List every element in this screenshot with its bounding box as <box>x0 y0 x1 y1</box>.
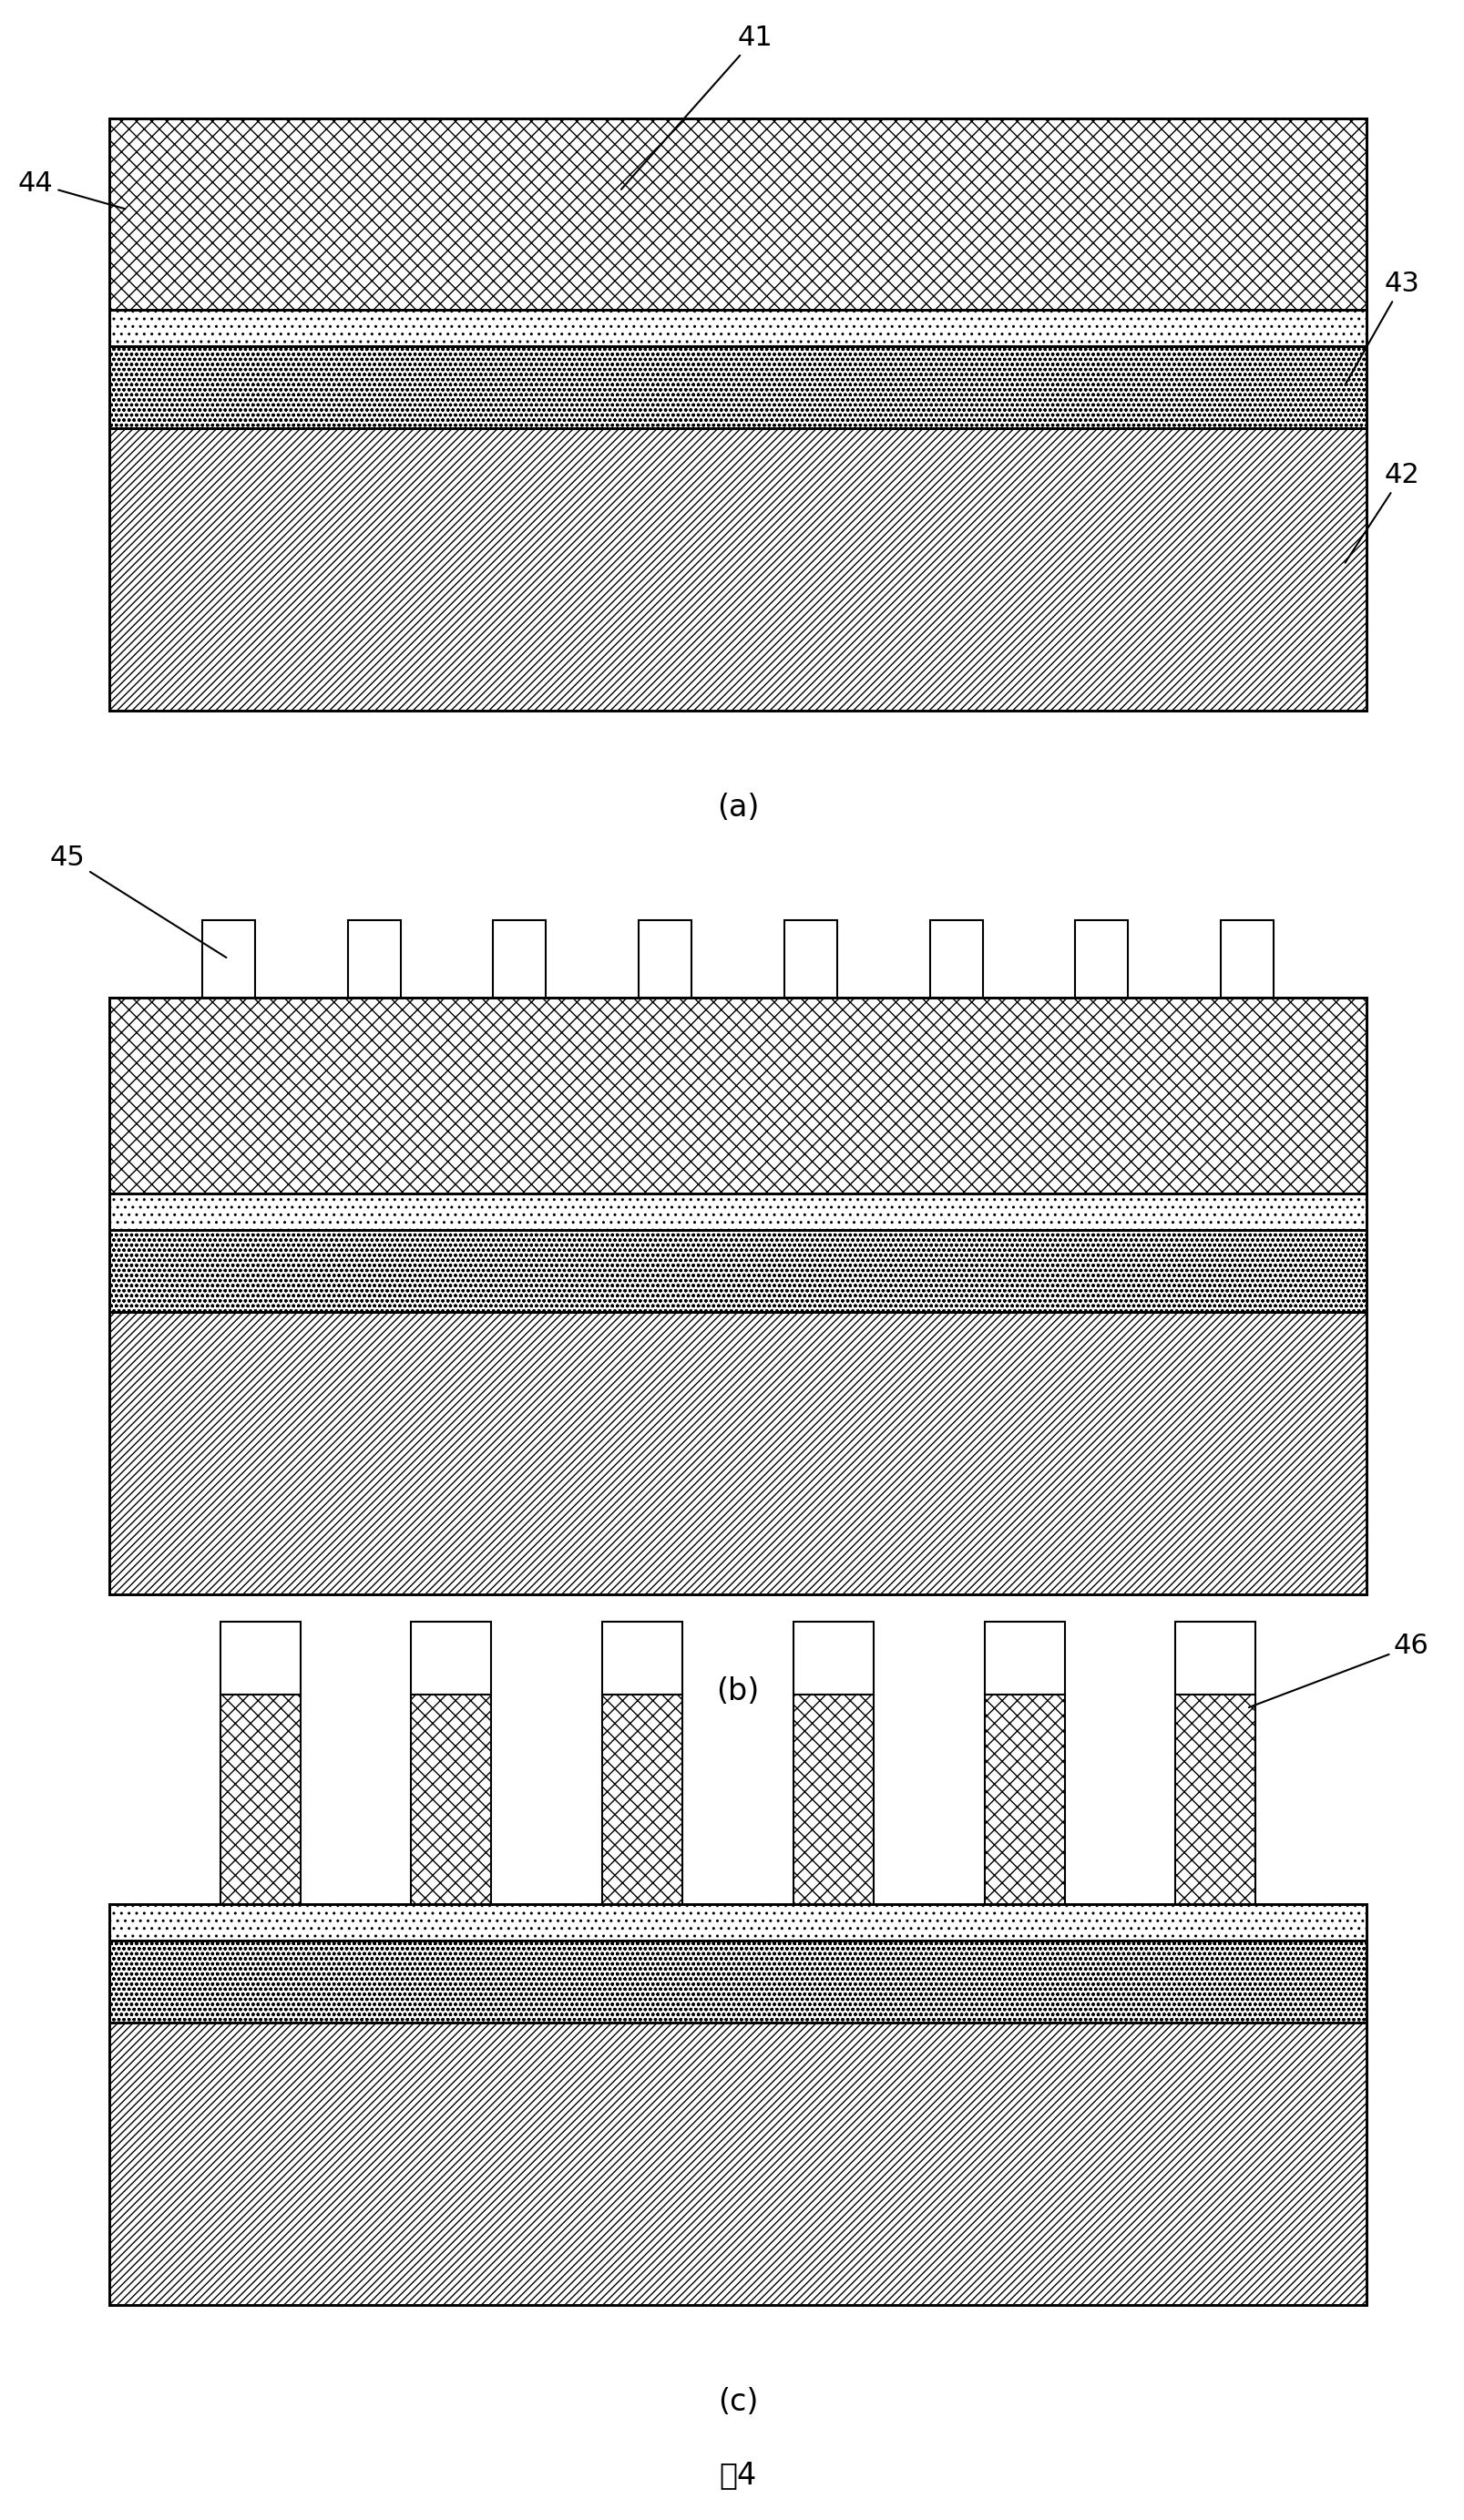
Bar <box>411 1693 490 1905</box>
Text: (a): (a) <box>716 794 758 822</box>
Bar <box>1174 1693 1255 1905</box>
Bar <box>110 1940 1366 2024</box>
Bar <box>793 1693 873 1905</box>
Bar <box>110 345 1366 428</box>
Bar <box>347 920 400 998</box>
Bar <box>783 920 836 998</box>
Text: (b): (b) <box>716 1676 758 1706</box>
Bar <box>110 1230 1366 1313</box>
Bar <box>638 920 691 998</box>
Bar <box>793 1623 873 1693</box>
Bar <box>110 428 1366 711</box>
Text: 44: 44 <box>18 171 124 209</box>
Bar <box>220 1623 300 1693</box>
Bar <box>202 920 255 998</box>
Text: 45: 45 <box>50 844 225 958</box>
Bar <box>602 1623 682 1693</box>
Bar <box>984 1623 1064 1693</box>
Bar <box>1220 920 1274 998</box>
Bar <box>602 1693 682 1905</box>
Bar <box>984 1693 1064 1905</box>
Bar <box>411 1623 490 1693</box>
Text: 42: 42 <box>1344 461 1419 562</box>
Bar <box>1174 1623 1255 1693</box>
Bar <box>220 1693 300 1905</box>
Text: 46: 46 <box>1249 1633 1429 1709</box>
Bar <box>110 1194 1366 1230</box>
Bar <box>110 310 1366 345</box>
Bar <box>110 2024 1366 2306</box>
Text: 43: 43 <box>1344 270 1419 386</box>
Text: (c): (c) <box>717 2386 758 2417</box>
Bar <box>110 118 1366 310</box>
Text: 41: 41 <box>621 25 773 189</box>
Bar <box>1075 920 1127 998</box>
Bar <box>110 998 1366 1194</box>
Bar <box>110 1905 1366 1940</box>
Bar <box>110 1313 1366 1595</box>
Bar <box>930 920 982 998</box>
Text: 图4: 图4 <box>719 2460 757 2490</box>
Bar <box>493 920 546 998</box>
